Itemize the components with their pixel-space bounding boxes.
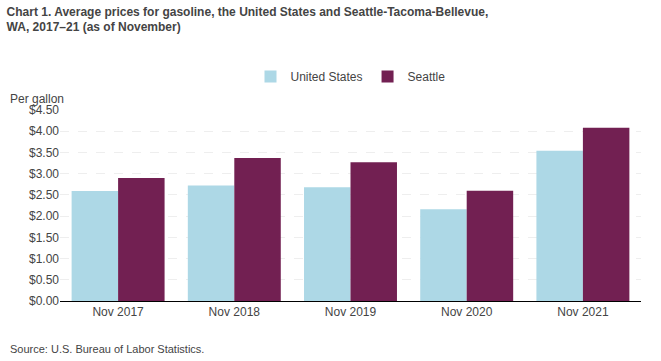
svg-text:$3.00: $3.00 xyxy=(29,167,59,181)
svg-text:Source: U.S. Bureau of Labor S: Source: U.S. Bureau of Labor Statistics. xyxy=(10,343,204,355)
svg-text:Nov 2017: Nov 2017 xyxy=(92,305,144,319)
svg-text:$4.00: $4.00 xyxy=(29,124,59,138)
svg-text:$2.50: $2.50 xyxy=(29,188,59,202)
svg-text:$4.50: $4.50 xyxy=(29,103,59,117)
svg-text:$2.00: $2.00 xyxy=(29,209,59,223)
svg-text:Per gallon: Per gallon xyxy=(10,92,64,106)
svg-text:$0.00: $0.00 xyxy=(29,294,59,308)
svg-text:Nov 2020: Nov 2020 xyxy=(441,305,493,319)
svg-text:$1.50: $1.50 xyxy=(29,231,59,245)
svg-text:$0.50: $0.50 xyxy=(29,273,59,287)
svg-text:$3.50: $3.50 xyxy=(29,146,59,160)
svg-text:Nov 2019: Nov 2019 xyxy=(325,305,377,319)
svg-text:Nov 2021: Nov 2021 xyxy=(557,305,609,319)
svg-text:Nov 2018: Nov 2018 xyxy=(209,305,261,319)
svg-text:United States: United States xyxy=(291,70,363,84)
svg-text:Seattle: Seattle xyxy=(408,70,446,84)
svg-text:$1.00: $1.00 xyxy=(29,252,59,266)
svg-text:Chart 1. Average prices for ga: Chart 1. Average prices for gasoline, th… xyxy=(7,5,489,35)
